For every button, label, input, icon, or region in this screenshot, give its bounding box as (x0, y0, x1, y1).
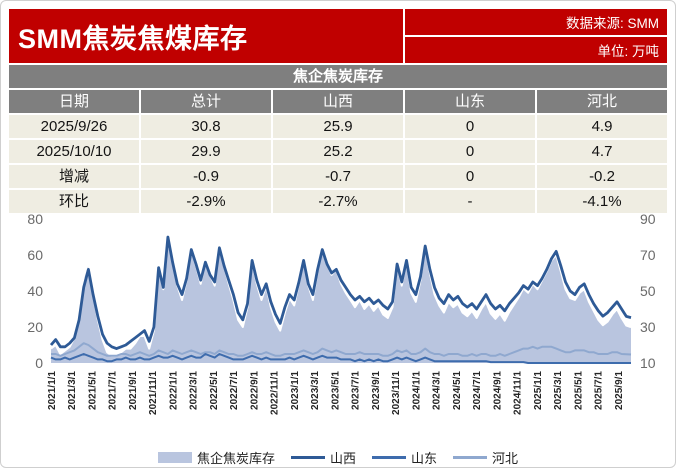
x-axis-label: 2023/5/1 (330, 371, 341, 410)
legend-label: 山西 (329, 450, 356, 466)
x-axis-label: 2025/1/1 (533, 371, 544, 410)
table-cell: -2.7% (273, 190, 403, 213)
left-axis-tick-label: 0 (35, 355, 43, 371)
right-axis-tick-label: 70 (640, 247, 656, 263)
data-source-label: 数据来源: SMM (566, 16, 659, 31)
x-axis-label: 2022/9/1 (249, 371, 260, 410)
line-hebei (51, 342, 632, 357)
header-meta: 数据来源: SMM 单位: 万吨 (403, 9, 667, 63)
column-header: 日期 (9, 90, 139, 113)
legend-item: 山西 (290, 448, 356, 467)
row-label: 增减 (9, 165, 139, 188)
table-cell: -0.9 (141, 165, 271, 188)
x-axis-label: 2022/1/1 (168, 371, 179, 410)
table-cell: 0 (405, 165, 535, 188)
x-axis-label: 2024/5/1 (452, 371, 463, 410)
column-header: 山东 (405, 90, 535, 113)
table-cell: 25.9 (273, 115, 403, 138)
left-axis-tick-label: 20 (27, 319, 43, 335)
legend-line-swatch (290, 455, 325, 459)
table-cell: -4.1% (537, 190, 667, 213)
x-axis-label: 2023/11/1 (391, 371, 402, 415)
legend-line-swatch (372, 455, 406, 459)
right-axis-tick-label: 30 (640, 319, 656, 335)
legend-line-swatch (453, 455, 488, 459)
table-cell: 4.9 (537, 115, 667, 138)
inventory-chart: 0 20 40 60 80 10 30 50 70 90 2021/1/1 2021/3/1 2021/… (9, 211, 667, 466)
line-shanxi (49, 235, 632, 351)
x-axis-label: 2023/1/1 (290, 371, 301, 410)
x-axis-label: 2024/9/1 (492, 371, 503, 410)
table-cell: 0 (405, 115, 535, 138)
table-cell: 4.7 (537, 140, 667, 163)
x-axis-label: 2022/3/1 (189, 371, 200, 410)
table-title: 焦企焦炭库存 (9, 65, 667, 88)
chart-legend: 焦企焦炭库存 山西 山东 河北 (9, 448, 667, 466)
x-axis-label: 2025/9/1 (614, 371, 625, 410)
column-header: 河北 (537, 90, 667, 113)
legend-label: 山东 (411, 450, 438, 466)
table-cell: 30.8 (141, 115, 271, 138)
row-label: 环比 (9, 190, 139, 213)
x-axis-label: 2024/7/1 (472, 371, 483, 410)
row-label: 2025/9/26 (9, 115, 139, 138)
report-header: SMM焦炭焦煤库存 数据来源: SMM 单位: 万吨 (9, 9, 667, 63)
table-cell: 0 (405, 140, 535, 163)
unit-label: 单位: 万吨 (405, 35, 667, 63)
legend-label: 河北 (492, 450, 519, 466)
legend-item: 焦企焦炭库存 (157, 448, 275, 467)
legend-item: 河北 (453, 448, 518, 467)
column-header: 总计 (141, 90, 271, 113)
inventory-table: 日期 总计 山西 山东 河北 2025/9/26 30.8 25.9 0 4.9 2025/10/1… (9, 90, 667, 213)
x-axis-label: 2021/5/1 (87, 371, 98, 410)
column-header: 山西 (273, 90, 403, 113)
x-axis-label: 2021/11/1 (148, 371, 159, 415)
left-axis-tick-label: 60 (27, 247, 43, 263)
table-cell: 25.2 (273, 140, 403, 163)
chart-svg: 0 20 40 60 80 10 30 50 70 90 2021/1/1 2021/3/1 2021/… (27, 211, 656, 415)
x-axis-label: 2022/7/1 (229, 371, 240, 410)
x-axis-label: 2024/3/1 (432, 371, 443, 410)
table-cell: -0.2 (537, 165, 667, 188)
table-cell: 29.9 (141, 140, 271, 163)
legend-item: 山东 (372, 448, 437, 467)
x-axis-label: 2021/7/1 (108, 371, 119, 410)
x-axis-label: 2022/5/1 (209, 371, 220, 410)
x-axis-label: 2023/3/1 (310, 371, 321, 410)
legend-label: 焦企焦炭库存 (196, 450, 275, 466)
left-axis-tick-label: 80 (27, 213, 43, 227)
x-axis-label: 2025/5/1 (573, 371, 584, 410)
line-shandong (50, 353, 631, 364)
left-axis-tick-label: 40 (27, 283, 43, 299)
x-axis-label: 2023/7/1 (351, 371, 362, 410)
page-title: SMM焦炭焦煤库存 (18, 23, 248, 54)
right-axis-tick-label: 90 (640, 213, 656, 227)
row-label: 2025/10/10 (9, 140, 139, 163)
legend-area-swatch (157, 451, 192, 463)
x-axis-label: 2025/3/1 (553, 371, 564, 410)
area-series-total (51, 240, 631, 363)
x-axis-label: 2021/9/1 (128, 371, 139, 410)
x-axis-label: 2024/11/1 (513, 371, 524, 415)
x-axis-label: 2025/7/1 (594, 371, 605, 410)
x-axis-label: 2023/9/1 (371, 371, 382, 410)
table-cell: -0.7 (273, 165, 403, 188)
x-axis-label: 2022/11/1 (270, 371, 281, 415)
x-axis-label: 2024/1/1 (411, 371, 422, 410)
right-axis-tick-label: 10 (640, 355, 656, 371)
table-cell: -2.9% (141, 190, 271, 213)
table-cell: - (405, 190, 535, 213)
x-axis-label: 2021/3/1 (67, 371, 78, 410)
right-axis-tick-label: 50 (640, 283, 656, 299)
x-axis-label: 2021/1/1 (47, 371, 58, 410)
area-white-edge (50, 239, 632, 357)
